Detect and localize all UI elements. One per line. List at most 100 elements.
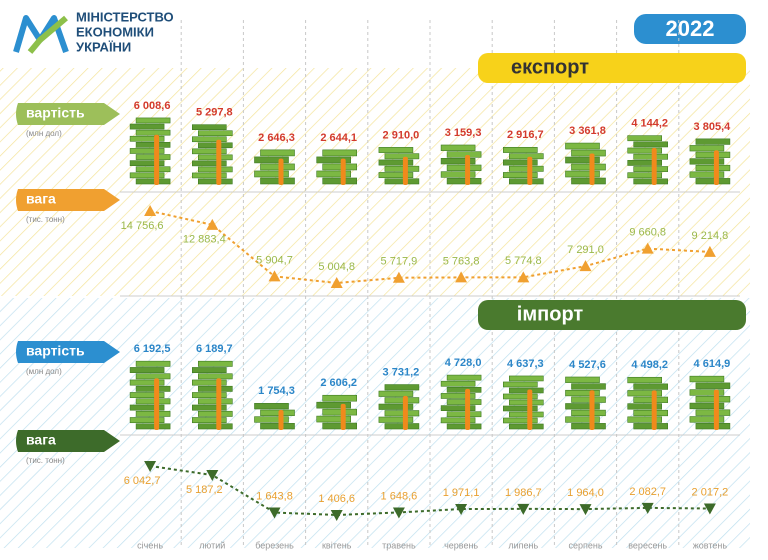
export-background <box>0 68 750 296</box>
bill <box>129 148 165 154</box>
bill <box>198 410 233 417</box>
marker <box>579 504 592 516</box>
series-label-pill <box>16 189 120 211</box>
coin-roll <box>154 378 160 430</box>
bill <box>129 367 165 373</box>
section-title: експорт <box>511 56 589 78</box>
bill <box>446 386 482 393</box>
bill <box>689 171 725 178</box>
bill <box>260 163 295 171</box>
bill <box>260 423 295 430</box>
bill <box>502 417 538 424</box>
marker <box>579 260 592 272</box>
bill <box>192 160 227 167</box>
bill <box>446 423 482 430</box>
marker <box>268 507 281 519</box>
value-label: 1 754,3 <box>258 385 295 397</box>
bill <box>135 142 171 148</box>
bill <box>198 142 233 149</box>
series-label-pill <box>16 430 120 452</box>
value-label: 6 192,5 <box>134 343 171 355</box>
bill <box>440 158 476 165</box>
bill <box>260 149 295 157</box>
bill <box>192 124 227 131</box>
value-label: 6 189,7 <box>196 343 233 355</box>
marker <box>517 503 530 515</box>
bill <box>627 390 663 397</box>
logo-text: УКРАЇНИ <box>76 39 131 54</box>
bill <box>384 165 420 172</box>
bill <box>633 396 669 403</box>
marker <box>392 507 405 519</box>
value-label: 1 643,8 <box>256 490 293 502</box>
bill <box>689 158 725 165</box>
bill <box>502 172 538 179</box>
bill <box>508 423 544 430</box>
bill <box>571 423 606 430</box>
bill <box>384 178 420 185</box>
value-label: 12 883,4 <box>183 234 226 246</box>
bill <box>689 416 725 423</box>
bill <box>571 149 606 157</box>
value-label: 9 214,8 <box>692 230 729 242</box>
value-label: 4 728,0 <box>445 357 482 369</box>
bill <box>695 396 731 403</box>
bill <box>508 153 544 160</box>
logo-text: МІНІСТЕРСТВО <box>76 9 174 24</box>
series-unit: (млн дол) <box>26 129 62 138</box>
coin-roll <box>465 154 471 185</box>
bill <box>565 156 600 164</box>
bill <box>695 409 731 416</box>
bill <box>198 423 233 430</box>
bill <box>446 399 482 405</box>
value-label: 5 774,8 <box>505 255 542 267</box>
bill <box>192 392 227 399</box>
coin-roll <box>589 390 595 430</box>
value-label: 5 904,7 <box>256 254 293 266</box>
bill <box>198 385 233 392</box>
bill <box>129 123 165 130</box>
bill <box>633 409 669 417</box>
bill <box>322 422 358 430</box>
money-pictogram <box>316 394 358 430</box>
bill <box>440 380 476 387</box>
bill <box>129 392 165 399</box>
bill <box>198 373 233 380</box>
coin-roll <box>465 388 471 430</box>
bill <box>260 409 295 416</box>
money-pictogram <box>502 375 544 430</box>
series-label: вартість <box>26 105 85 121</box>
bill <box>198 130 233 137</box>
bill <box>192 172 227 179</box>
bill <box>627 172 663 179</box>
value-label: 2 646,3 <box>258 132 295 144</box>
value-label: 6 008,6 <box>134 100 171 112</box>
bill <box>192 404 227 411</box>
value-label: 4 527,6 <box>569 359 606 371</box>
weight-line <box>149 210 710 285</box>
bill <box>508 411 544 418</box>
value-label: 2 017,2 <box>692 486 729 498</box>
bill <box>378 403 414 410</box>
month-label: травень <box>382 540 416 550</box>
coin-roll <box>651 147 657 185</box>
section-title-pill <box>478 300 746 330</box>
bill <box>565 416 600 423</box>
bill <box>565 170 600 178</box>
bill <box>440 417 476 424</box>
month-label: вересень <box>628 540 667 550</box>
month-label: березень <box>255 540 294 550</box>
series-label-pill <box>16 103 120 125</box>
bill <box>384 423 420 430</box>
series-label: вартість <box>26 343 85 359</box>
bill <box>378 159 414 166</box>
bill <box>254 416 289 423</box>
bill <box>192 148 227 155</box>
marker <box>703 245 716 257</box>
bill <box>135 373 171 380</box>
logo-background <box>0 0 190 68</box>
value-label: 5 763,8 <box>443 255 480 267</box>
value-label: 5 717,9 <box>381 256 418 268</box>
logo-mark <box>13 15 69 54</box>
